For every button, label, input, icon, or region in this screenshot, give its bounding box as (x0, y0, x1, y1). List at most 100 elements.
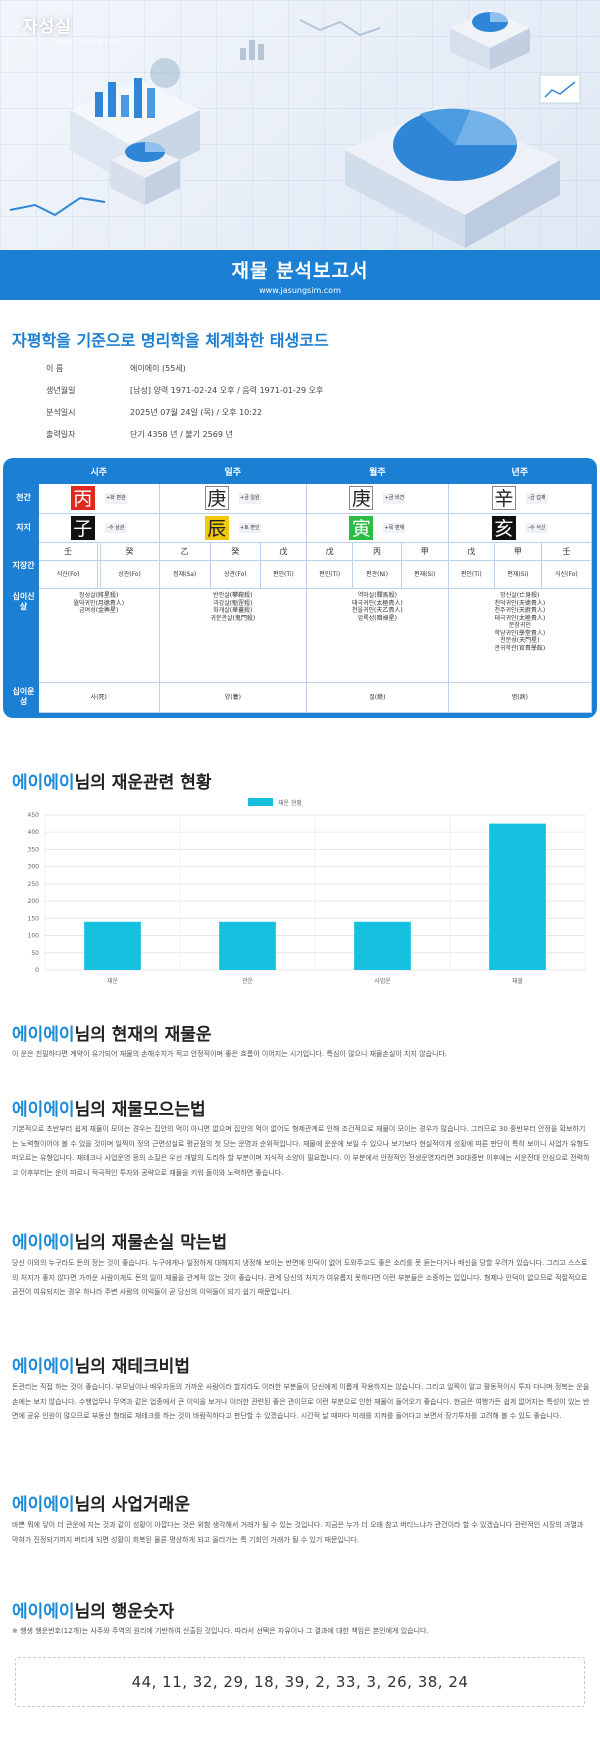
legend-label: 재운 현황 (278, 799, 302, 807)
ji-cell-year: 亥 -수 식신 (447, 512, 593, 543)
x-tick-label: 재운 (107, 977, 119, 985)
section-name: 에이에이 (12, 1357, 75, 1377)
section-title-investment: 에이에이님의 재테크비법 (12, 1352, 190, 1377)
pillar-title-month: 월주 (306, 462, 449, 485)
gan-year: 辛 (491, 486, 516, 511)
sipsin-cell: 편인(Ti) (447, 560, 495, 590)
top-right-cube (450, 10, 530, 70)
y-tick-label: 150 (28, 915, 40, 922)
sipsin-cell: 정재(Sa) (158, 560, 211, 590)
section-suffix: 님의 재물손실 막는법 (74, 1233, 228, 1253)
sipsin-cell: 편재(Si) (400, 560, 449, 590)
birth-label: 생년월일 (46, 385, 76, 395)
y-tick-label: 250 (28, 881, 40, 888)
bar-icon-mid (240, 40, 264, 60)
ji-day: 辰 (204, 515, 229, 540)
ji-tag-day: +토 편인 (238, 522, 261, 533)
jiji-row: 지지 子 -수 상관 辰 +토 편인 寅 +목 편재 亥 -수 식신 (8, 512, 593, 543)
x-tick-label: 관운 (242, 977, 254, 985)
gan-day: 庚 (204, 486, 229, 511)
ji-tag-hour: -수 상관 (104, 522, 127, 533)
profile-row-period: 출력일자 단기 4358 년 / 불기 2569 년 (30, 423, 323, 445)
ji-cell-month: 寅 +목 편재 (306, 512, 449, 543)
sipsin-cell: 편재(Si) (493, 560, 542, 590)
sinsal-month: 역마살(驛馬殺) 태극귀인(太極貴人) 천을귀인(天乙貴人) 암록성(暗祿星) (306, 588, 449, 683)
sipsin-cell: 편인(Ti) (259, 560, 308, 590)
main-heading: 자평학을 기준으로 명리학을 체계화한 태생코드 (12, 331, 329, 350)
big-pie-illustration (345, 105, 560, 248)
fortune-chart: 재운 현황 0 50 100 150 200 250 300 350 400 450 재운 관운 사업운 재… (10, 795, 595, 990)
gan-tag-hour: +화 편관 (104, 493, 127, 504)
bar (219, 921, 276, 970)
section-name: 에이에이 (12, 1602, 75, 1622)
legend-swatch (248, 798, 273, 806)
gan-cell-year: 辛 -금 겁재 (447, 483, 593, 514)
unseong-label: 십이운성 (8, 681, 39, 714)
ji-tag-year: -수 식신 (525, 522, 548, 533)
brand-logo: 자성실 자평명리 · 사주 재물 연구소 (22, 12, 121, 46)
gan-tag-day: +금 일원 (238, 493, 261, 504)
bar (84, 921, 141, 970)
section-suffix: 님의 현재의 재물운 (74, 1025, 212, 1045)
ji-year: 亥 (491, 515, 516, 540)
hero-illustration (9, 10, 581, 248)
profile-info: 이 름 에이에이 (55세) 생년월일 [남성] 양력 1971-02-24 오… (30, 357, 323, 445)
jijang-cell: 戊 (447, 541, 495, 562)
jijang-cell: 癸 (209, 541, 261, 562)
gan-cell-day: 庚 +금 일원 (158, 483, 308, 514)
profile-row-analysis: 분석일시 2025년 07월 24일 (목) / 오후 10:22 (30, 401, 323, 423)
ji-month: 寅 (349, 515, 374, 540)
ji-tag-month: +목 편재 (383, 522, 406, 533)
section-title-fortune: 에이에이님의 재운관련 현황 (12, 768, 212, 793)
gan-cell-month: 庚 +금 비견 (306, 483, 449, 514)
jijang-cell: 戊 (259, 541, 308, 562)
pillar-title-day: 일주 (158, 462, 308, 485)
saju-table-panel: 시주 일주 월주 년주 천간 丙 +화 편관 庚 +금 일원 庚 +금 비견 辛 -금 … (3, 458, 597, 718)
section-body-prevent-loss: 당신 이외의 누구라도 돈의 정는 것이 좋습니다. 누구에게나 일정하게 대해… (12, 1259, 588, 1296)
small-pie-cube (110, 142, 180, 205)
y-tick-label: 400 (28, 829, 40, 836)
section-name: 에이에이 (12, 1233, 75, 1253)
unseong-row: 십이운성 사(死) 양(養) 절(絶) 병(病) (8, 681, 593, 714)
sipsin-cell: 상관(Fo) (209, 560, 261, 590)
jijang-cell: 乙 (158, 541, 211, 562)
sipsin-cell: 편인(Ti) (306, 560, 354, 590)
section-name: 에이에이 (12, 1100, 75, 1120)
section-suffix: 님의 행운숫자 (74, 1602, 175, 1622)
period-value: 단기 4358 년 / 불기 2569 년 (130, 429, 233, 439)
sipsin-cell: 식신(Fo) (37, 560, 99, 590)
sipsin-cell: 편관(Ni) (352, 560, 402, 590)
x-tick-label: 재물 (512, 977, 524, 985)
jijang-cell: 丙 (352, 541, 402, 562)
sinsal-year: 망신살(亡身殺) 천덕귀인(天德貴人) 천주귀인(天廚貴人) 태극귀인(太極貴人… (447, 588, 593, 683)
bar (489, 823, 546, 970)
unseong-hour: 사(死) (38, 681, 160, 714)
ji-hour: 子 (70, 515, 95, 540)
period-label: 출력일자 (46, 429, 76, 439)
jijang-cell: 壬 (37, 541, 99, 562)
section-name: 에이에이 (12, 773, 75, 793)
unseong-day: 양(養) (158, 681, 308, 714)
profile-row-birth: 생년월일 [남성] 양력 1971-02-24 오후 / 음력 1971-01-… (30, 379, 323, 401)
gan-month: 庚 (349, 486, 374, 511)
profile-row-name: 이 름 에이에이 (55세) (30, 357, 323, 379)
report-url[interactable]: www.jasungsim.com (259, 286, 341, 295)
lucky-numbers-box: 44, 11, 32, 29, 18, 39, 2, 33, 3, 26, 38… (15, 1657, 585, 1707)
section-title-current: 에이에이님의 현재의 재물운 (12, 1020, 212, 1045)
corner-cell (8, 462, 39, 485)
jijang-cell: 甲 (493, 541, 542, 562)
analysis-label: 분석일시 (46, 407, 76, 417)
section-body-current: 이 운은 친밀하다면 계약이 유기되어 재물의 손해수치가 적고 안정적이며 좋… (12, 1050, 448, 1058)
unseong-year: 병(病) (447, 681, 593, 714)
ji-cell-day: 辰 +토 편인 (158, 512, 308, 543)
section-body-investment: 돈관리는 직접 하는 것이 좋습니다. 부모님이나 배우자등의 가까운 사람이라… (12, 1383, 590, 1420)
y-tick-label: 50 (31, 950, 39, 957)
birth-value: [남성] 양력 1971-02-24 오후 / 음력 1971-01-29 오후 (130, 385, 324, 395)
jiji-label: 지지 (8, 512, 39, 543)
section-title-prevent-loss: 에이에이님의 재물손실 막는법 (12, 1228, 227, 1253)
section-body-lucky: ※ 행생 행운번호(12개)는 사주와 주역의 원리에 기반하여 산출된 것입니… (12, 1627, 429, 1635)
unseong-month: 절(絶) (306, 681, 449, 714)
sipsin-cell: 식신(Fo) (540, 560, 593, 590)
gan-tag-year: -금 겁재 (525, 493, 548, 504)
